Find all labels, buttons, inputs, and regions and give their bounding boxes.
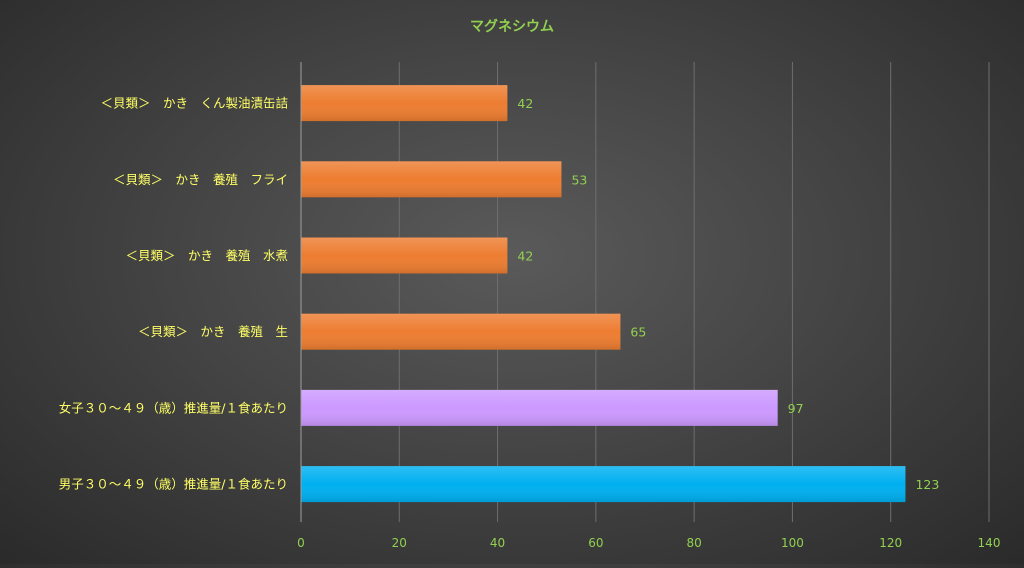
bar-shading: [301, 237, 508, 274]
category-label: ＜貝類＞ かき 養殖 生: [138, 324, 288, 339]
x-tick-label: 120: [879, 536, 902, 550]
category-label: ＜貝類＞ かき 養殖 フライ: [113, 172, 288, 187]
data-label: 42: [517, 249, 533, 264]
category-label: 女子３０～４９（歳）推進量/１食あたり: [59, 400, 288, 415]
data-label: 97: [788, 401, 804, 416]
x-tick-label: 140: [978, 536, 1001, 550]
bar-shading: [301, 313, 621, 350]
x-tick-label: 60: [588, 536, 603, 550]
bar-shading: [301, 85, 508, 122]
data-label: 53: [571, 172, 587, 187]
data-label: 42: [517, 96, 533, 111]
x-tick-label: 20: [392, 536, 407, 550]
bars: [301, 85, 906, 503]
data-label: 65: [630, 325, 646, 340]
category-label: ＜貝類＞ かき 養殖 水煮: [125, 248, 288, 263]
category-label: ＜貝類＞ かき くん製油漬缶詰: [100, 96, 288, 111]
x-tick-label: 40: [490, 536, 505, 550]
chart-title: マグネシウム: [470, 18, 554, 35]
labels: 0 20 40 60 80 100 120 140 ＜貝類＞ かき くん製油漬缶詰 42 ＜貝類＞ …: [59, 96, 1001, 550]
data-label: 123: [915, 477, 939, 492]
bar-shading: [301, 466, 906, 503]
category-label: 男子３０～４９（歳）推進量/１食あたり: [59, 477, 288, 492]
bar-shading: [301, 389, 778, 426]
x-tick-label: 100: [781, 536, 804, 550]
gridlines: [398, 62, 990, 522]
x-tick-label: 80: [687, 536, 702, 550]
x-tick-label: 0: [297, 536, 305, 550]
bar-shading: [301, 161, 562, 198]
